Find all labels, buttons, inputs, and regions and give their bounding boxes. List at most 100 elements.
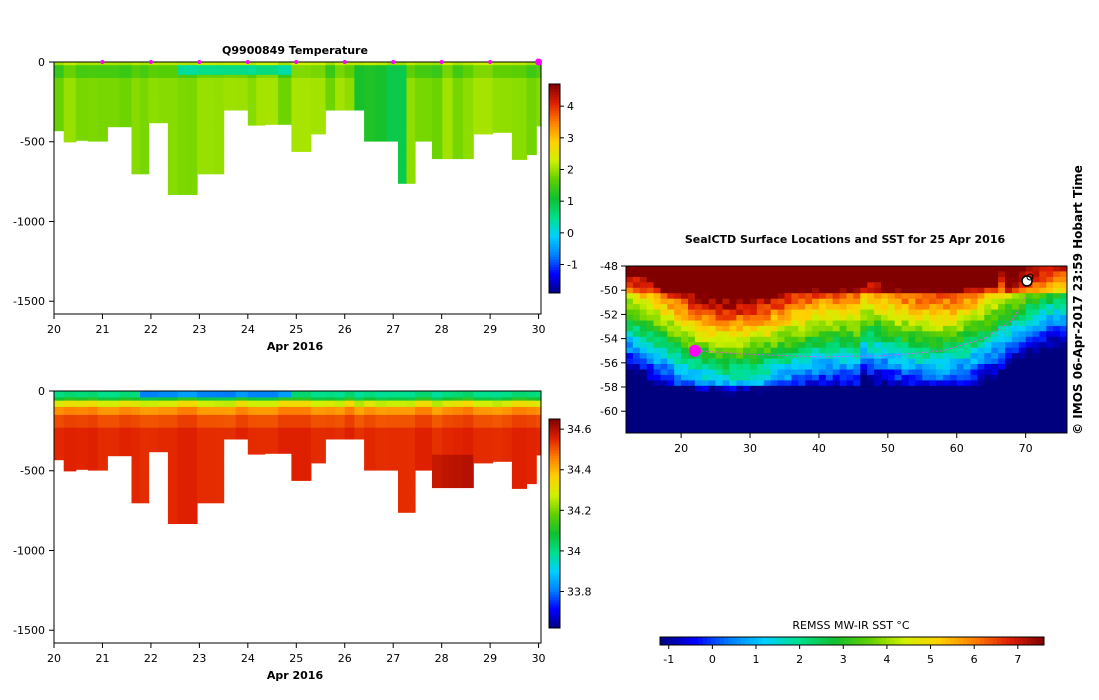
sst-cell (984, 282, 992, 289)
heatmap-cell (301, 74, 312, 79)
heatmap-cell (386, 81, 399, 87)
heatmap-cell (473, 98, 484, 108)
sst-cell (901, 276, 910, 284)
sst-cell (667, 429, 675, 433)
sst-cell (791, 309, 800, 316)
colorbar-swatch (549, 591, 560, 595)
heatmap-cell (536, 92, 541, 100)
sst-cell (639, 298, 648, 305)
heatmap-cell (158, 400, 169, 405)
heatmap-cell (119, 92, 133, 100)
sst-cell (681, 282, 689, 289)
heatmap-cell (177, 116, 188, 127)
sst-cell (991, 320, 999, 327)
sst-cell (1039, 336, 1048, 343)
sst-cell (770, 402, 779, 409)
heatmap-cell (205, 391, 216, 395)
colorbar-swatch (549, 507, 560, 511)
heatmap-cell (205, 421, 216, 429)
sst-cell (653, 429, 662, 433)
heatmap-cell (187, 137, 198, 151)
sst-cell (646, 331, 655, 338)
sst-cell (977, 391, 986, 398)
heatmap-cell (107, 74, 120, 79)
heatmap-cell (205, 403, 216, 408)
colorbar-label: -1 (663, 653, 674, 666)
heatmap-cell (107, 62, 120, 66)
sst-cell (901, 418, 910, 425)
heatmap-cell (87, 98, 99, 108)
heatmap-cell (423, 116, 433, 127)
colorbar-swatch (549, 97, 560, 101)
sst-cell (901, 304, 910, 311)
sst-cell (874, 336, 882, 343)
sst-cell (722, 298, 731, 305)
sst-cell (853, 342, 862, 349)
sst-cell (1018, 396, 1027, 403)
colorbar-swatch (681, 637, 687, 645)
heatmap-cell (87, 466, 99, 471)
heatmap-cell (415, 74, 425, 79)
sst-cell (798, 309, 806, 316)
sst-cell (701, 266, 710, 273)
colorbar-swatch (668, 637, 674, 645)
colorbar-swatch (937, 637, 943, 645)
sst-cell (991, 380, 999, 387)
heatmap-cell (354, 68, 365, 73)
heatmap-cell (97, 137, 108, 142)
heatmap-cell (177, 137, 188, 151)
sst-cell (639, 358, 648, 365)
heatmap-cell (406, 478, 416, 494)
heatmap-cell (214, 454, 225, 467)
heatmap-cell (310, 414, 326, 422)
sst-cell (943, 429, 951, 433)
heatmap-cell (97, 421, 108, 429)
heatmap-cell (398, 403, 408, 408)
heatmap-cell (167, 62, 179, 66)
heatmap-cell (473, 427, 484, 437)
heatmap-cell (492, 68, 503, 73)
sst-cell (1060, 418, 1067, 425)
heatmap-cell (536, 116, 541, 127)
heatmap-cell (63, 400, 77, 405)
heatmap-cell (167, 445, 179, 456)
sst-cell (1032, 266, 1041, 273)
heatmap-cell (442, 466, 454, 480)
sst-cell (908, 413, 917, 420)
sst-cell (970, 391, 979, 398)
heatmap-cell (177, 493, 188, 510)
sst-cell (1011, 336, 1020, 343)
sst-cell (729, 320, 738, 327)
heatmap-cell (406, 421, 416, 429)
sst-cell (632, 369, 641, 376)
sst-cell (901, 309, 910, 316)
sst-cell (977, 374, 986, 382)
heatmap-cell (406, 427, 416, 437)
sst-cell (991, 358, 999, 365)
sst-cell (832, 309, 841, 316)
sst-cell (908, 287, 917, 294)
sst-cell (639, 385, 648, 392)
heatmap-cell (344, 403, 355, 408)
sst-cell (729, 407, 738, 414)
heatmap-cell (406, 445, 416, 456)
sst-cell (998, 309, 1006, 316)
sst-cell (791, 423, 800, 431)
sst-cell (970, 402, 979, 409)
sst-cell (674, 315, 682, 322)
sst-cell (701, 309, 710, 316)
sst-cell (805, 418, 813, 425)
heatmap-cell (452, 74, 464, 79)
sst-cell (729, 325, 738, 333)
sst-cell (922, 271, 930, 278)
sst-cell (846, 336, 855, 343)
sst-cell (770, 266, 779, 273)
heatmap-cell (97, 454, 108, 467)
heatmap-cell (119, 410, 133, 416)
heatmap-cell (462, 454, 474, 467)
sst-cell (894, 374, 903, 382)
heatmap-cell (473, 81, 484, 87)
heatmap-cell (325, 397, 336, 402)
sst-cell (1011, 380, 1020, 387)
sst-cell (722, 353, 731, 360)
